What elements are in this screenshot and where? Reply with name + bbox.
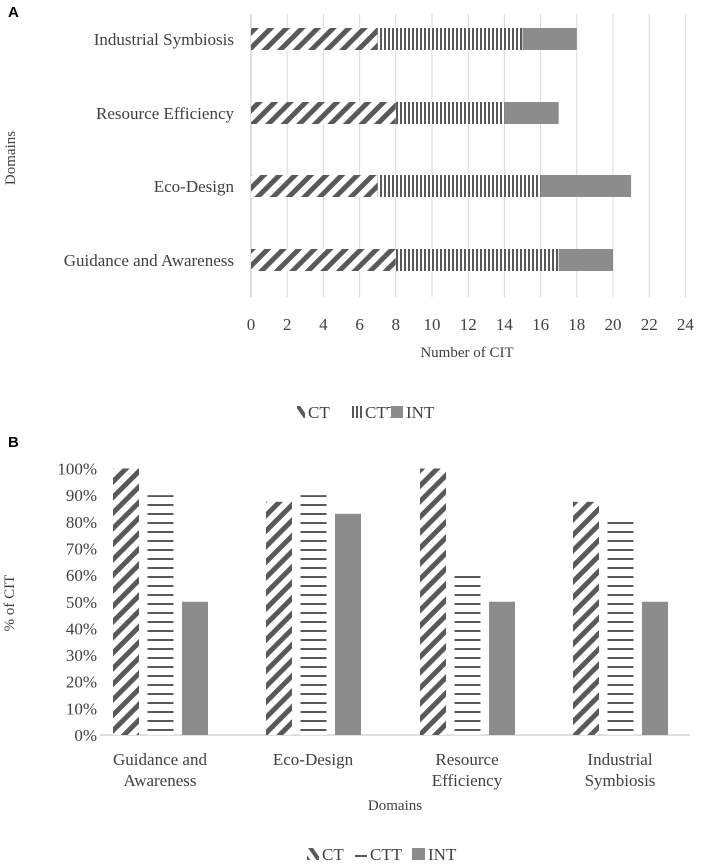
panel-a-bar-ct-guidance-and-awareness	[251, 249, 396, 271]
panel-a-x-tick-label: 0	[247, 315, 256, 334]
panel-a-legend-swatch-ctt	[352, 406, 362, 418]
panel-b-bar-int-eco-design	[335, 513, 361, 735]
panel-b-category-label: Eco-Design	[273, 750, 354, 769]
panel-b-y-tick-label: 30%	[66, 646, 97, 665]
panel-b-legend-swatch-ct	[307, 848, 319, 860]
panel-a-bar-ct-industrial-symbiosis	[251, 28, 378, 50]
panel-b-category-label: Industrial	[587, 750, 652, 769]
panel-b-bar-ct-eco-design	[266, 501, 292, 735]
panel-b-y-tick-label: 20%	[66, 673, 97, 692]
panel-b-category-label: Guidance and	[113, 750, 207, 769]
panel-b-bar-int-industrial-symbiosis	[642, 601, 668, 735]
panel-b-y-tick-label: 60%	[66, 566, 97, 585]
panel-b-legend-swatch-int	[412, 848, 425, 860]
panel-b-legend-label-int: INT	[428, 845, 457, 864]
panel-a-category-label: Industrial Symbiosis	[94, 30, 234, 49]
panel-a-x-tick-label: 2	[283, 315, 292, 334]
panel-a-x-tick-label: 8	[392, 315, 401, 334]
panel-b-bar-ctt-guidance-and-awareness	[147, 495, 174, 735]
panel-b-category-label: Efficiency	[432, 771, 503, 790]
panel-b-y-tick-label: 10%	[66, 699, 97, 718]
panel-a-bar-int-industrial-symbiosis	[522, 28, 577, 50]
panel-a-bar-ctt-eco-design	[377, 175, 541, 197]
panel-a-x-axis-title: Number of CIT	[420, 345, 513, 361]
panel-b-y-axis-title: % of CIT	[2, 575, 18, 632]
panel-b-legend-swatch-ctt	[355, 848, 367, 860]
panel-a-bar-ctt-resource-efficiency	[395, 102, 505, 124]
panel-a-x-tick-label: 18	[568, 315, 585, 334]
panel-a-category-label: Resource Efficiency	[96, 104, 234, 123]
panel-a-legend-label-int: INT	[406, 403, 435, 422]
panel-b-bar-int-resource-efficiency	[489, 601, 515, 735]
panel-b-legend-label-ctt: CTT	[370, 845, 403, 864]
panel-b-legend: CT CTT INT	[307, 845, 457, 864]
panel-a-x-tick-label: 10	[424, 315, 441, 334]
panel-b-y-tick-label: 0%	[74, 726, 97, 745]
panel-a-legend-swatch-int	[391, 406, 403, 418]
panel-b-bar-ct-guidance-and-awareness	[113, 468, 139, 735]
panel-a-legend-swatch-ct	[297, 406, 305, 418]
panel-a-legend-label-ct: CT	[308, 403, 330, 422]
panel-b-bar-ctt-industrial-symbiosis	[607, 521, 634, 735]
panel-a-category-label: Guidance and Awareness	[64, 251, 234, 270]
panel-a-legend-label-ctt: CTT	[365, 403, 398, 422]
panel-a-bar-int-guidance-and-awareness	[558, 249, 613, 271]
panel-a-x-tick-label: 20	[605, 315, 622, 334]
panel-a-bar-ct-eco-design	[251, 175, 378, 197]
panel-a-x-tick-label: 24	[677, 315, 695, 334]
panel-a-bar-ct-resource-efficiency	[251, 102, 396, 124]
panel-b-y-tick-label: 90%	[66, 486, 97, 505]
panel-a-category-label: Eco-Design	[154, 177, 235, 196]
panel-a-x-tick-label: 12	[460, 315, 477, 334]
panel-a-x-tick-label: 22	[641, 315, 658, 334]
panel-a-x-tick-label: 16	[532, 315, 549, 334]
panel-b-y-tick-label: 50%	[66, 593, 97, 612]
panel-b-y-tick-label: 80%	[66, 513, 97, 532]
panel-b-x-axis-title: Domains	[368, 798, 422, 814]
panel-b-category-label: Awareness	[123, 771, 196, 790]
panel-b-category-label: Resource	[435, 750, 498, 769]
panel-b-chart: B 0% 10% 20% 30% 40% 50% 60% 70% 80% 90% 100% Guidan…	[2, 434, 690, 864]
panel-a-y-axis-title: Domains	[3, 131, 19, 185]
panel-b-bar-ct-industrial-symbiosis	[573, 501, 599, 735]
panel-a-bar-int-eco-design	[540, 175, 632, 197]
panel-b-y-tick-label: 40%	[66, 619, 97, 638]
panel-b-legend-label-ct: CT	[322, 845, 344, 864]
panel-a-x-tick-label: 6	[355, 315, 364, 334]
panel-b-bar-ctt-eco-design	[300, 495, 327, 735]
panel-a-bar-int-resource-efficiency	[504, 102, 559, 124]
panel-b-category-label: Symbiosis	[585, 771, 656, 790]
panel-b-bar-ctt-resource-efficiency	[454, 575, 481, 735]
panel-b-bar-ct-resource-efficiency	[420, 468, 446, 735]
panel-a-x-tick-label: 14	[496, 315, 514, 334]
panel-a-letter: A	[8, 4, 19, 21]
panel-a-bar-ctt-guidance-and-awareness	[395, 249, 559, 271]
panel-a-bar-ctt-industrial-symbiosis	[377, 28, 523, 50]
panel-b-letter: B	[8, 434, 19, 451]
panel-b-y-tick-label: 70%	[66, 539, 97, 558]
panel-b-bar-int-guidance-and-awareness	[182, 601, 208, 735]
panel-a-legend: CT CTT INT	[297, 403, 435, 422]
panel-b-y-tick-label: 100%	[57, 460, 97, 479]
panel-a-x-tick-label: 4	[319, 315, 328, 334]
